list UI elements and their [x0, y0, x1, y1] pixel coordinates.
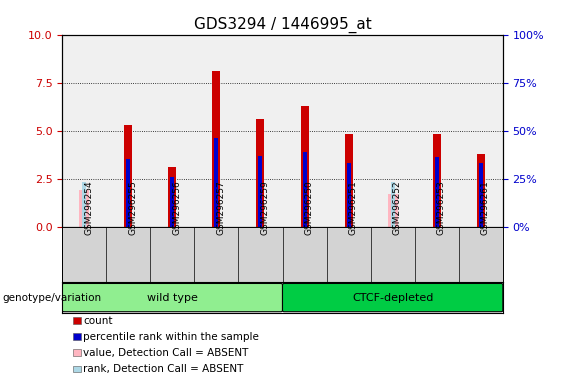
Bar	[301, 106, 308, 227]
Text: GSM296256: GSM296256	[172, 180, 181, 235]
Text: GSM296250: GSM296250	[305, 180, 314, 235]
Text: value, Detection Call = ABSENT: value, Detection Call = ABSENT	[83, 348, 249, 358]
Bar	[126, 159, 131, 227]
Bar	[258, 156, 263, 227]
Bar	[82, 182, 86, 227]
Bar	[212, 71, 220, 227]
Text: GSM296252: GSM296252	[393, 180, 402, 235]
Text: count: count	[83, 316, 112, 326]
FancyBboxPatch shape	[282, 283, 503, 312]
Bar	[477, 154, 485, 227]
Text: CTCF-depleted: CTCF-depleted	[352, 293, 433, 303]
FancyBboxPatch shape	[62, 283, 282, 312]
Bar	[388, 194, 398, 227]
Bar	[346, 163, 351, 227]
Bar	[79, 190, 89, 227]
Text: GSM296257: GSM296257	[216, 180, 225, 235]
Bar	[390, 182, 395, 227]
Bar	[257, 119, 264, 227]
Text: wild type: wild type	[147, 293, 198, 303]
Text: GSM296251: GSM296251	[349, 180, 358, 235]
Bar	[214, 138, 219, 227]
Bar	[345, 134, 353, 227]
Text: rank, Detection Call = ABSENT: rank, Detection Call = ABSENT	[83, 364, 244, 374]
Text: genotype/variation: genotype/variation	[3, 293, 102, 303]
Text: percentile rank within the sample: percentile rank within the sample	[83, 332, 259, 342]
Text: GSM296254: GSM296254	[84, 180, 93, 235]
Bar	[479, 163, 483, 227]
Text: GSM296255: GSM296255	[128, 180, 137, 235]
Text: GSM296259: GSM296259	[260, 180, 270, 235]
Bar	[170, 177, 175, 227]
Title: GDS3294 / 1446995_at: GDS3294 / 1446995_at	[194, 17, 371, 33]
Text: GSM296253: GSM296253	[437, 180, 446, 235]
Bar	[168, 167, 176, 227]
Bar	[433, 134, 441, 227]
Bar	[302, 152, 307, 227]
Text: GSM296261: GSM296261	[481, 180, 490, 235]
Bar	[124, 125, 132, 227]
Bar	[434, 157, 439, 227]
